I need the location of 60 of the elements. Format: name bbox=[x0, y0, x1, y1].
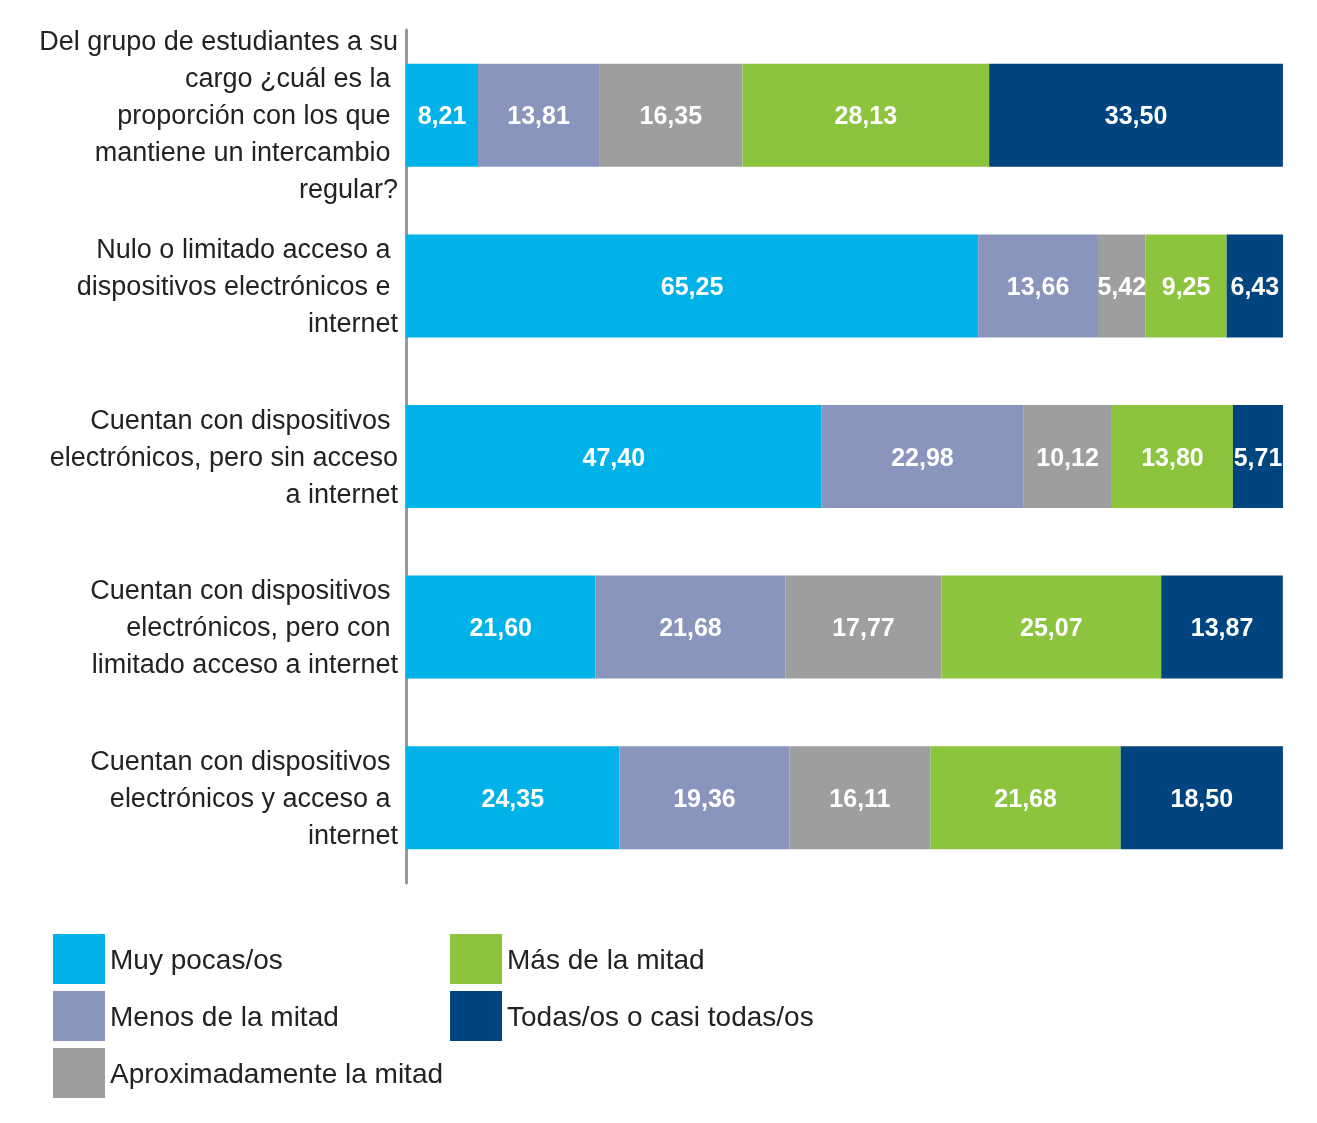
data-label: 25,07 bbox=[1019, 613, 1083, 642]
data-label: 47,40 bbox=[582, 442, 646, 471]
bar bbox=[1226, 234, 1283, 338]
bar bbox=[1120, 746, 1283, 850]
data-label: 5,71 bbox=[1233, 442, 1283, 471]
data-label: 10,12 bbox=[1036, 442, 1099, 471]
y-tick-label: Cuentan con dispositivos electrónicos, pero sin acceso a internet bbox=[49, 404, 399, 509]
bar bbox=[821, 405, 1024, 508]
data-label: 13,66 bbox=[1006, 271, 1070, 300]
bar bbox=[742, 63, 990, 167]
data-label: 24,35 bbox=[481, 783, 545, 812]
bar bbox=[941, 575, 1162, 679]
bar bbox=[930, 746, 1121, 850]
data-label: 16,11 bbox=[829, 783, 891, 812]
data-label: 65,25 bbox=[660, 271, 724, 300]
data-label: 19,36 bbox=[673, 783, 736, 812]
bar bbox=[785, 575, 942, 679]
data-label: 5,42 bbox=[1097, 271, 1147, 300]
bar bbox=[406, 746, 620, 850]
y-tick-label: Del grupo de estudiantes a su cargo ¿cuál es la proporción con los que mantiene un intercambio regular? bbox=[39, 26, 398, 205]
data-label: 22,98 bbox=[891, 442, 954, 471]
data-label: 33,50 bbox=[1104, 101, 1168, 130]
legend-label: Aproximadamente la mitad bbox=[110, 1057, 444, 1089]
bar bbox=[1111, 405, 1233, 508]
data-label: 21,60 bbox=[469, 613, 532, 642]
legend-label: Menos de la mitad bbox=[110, 1000, 339, 1032]
bar bbox=[599, 63, 743, 167]
bar bbox=[619, 746, 790, 850]
bar bbox=[1145, 234, 1227, 338]
bar bbox=[1161, 575, 1283, 679]
y-tick-label: Cuentan con dispositivos electrónicos, pero con limitado acceso a internet bbox=[90, 575, 399, 680]
y-tick-label: Nulo o limitado acceso a dispositivos electrónicos e internet bbox=[76, 233, 399, 338]
data-label: 6,43 bbox=[1230, 271, 1280, 300]
data-label: 18,50 bbox=[1170, 783, 1234, 812]
bar bbox=[1232, 405, 1283, 508]
y-tick-label: Cuentan con dispositivos electrónicos y acceso a internet bbox=[90, 745, 399, 850]
data-label: 21,68 bbox=[994, 783, 1057, 812]
data-label: 28,13 bbox=[834, 101, 898, 130]
bar bbox=[406, 234, 979, 338]
bar bbox=[989, 63, 1283, 167]
legend-label: Muy pocas/os bbox=[110, 943, 283, 975]
bar bbox=[789, 746, 931, 850]
data-label: 21,68 bbox=[659, 613, 722, 642]
bar bbox=[406, 575, 596, 679]
bar bbox=[477, 63, 600, 167]
data-label: 13,81 bbox=[507, 101, 570, 130]
data-label: 13,87 bbox=[1190, 613, 1254, 642]
data-label: 17,77 bbox=[832, 613, 895, 642]
data-label: 16,35 bbox=[639, 101, 703, 130]
legend-label: Todas/os o casi todas/os bbox=[507, 1000, 814, 1032]
bar bbox=[406, 63, 478, 167]
bar bbox=[1023, 405, 1112, 508]
bar bbox=[595, 575, 786, 679]
legend-label: Más de la mitad bbox=[507, 943, 705, 975]
data-label: 13,80 bbox=[1141, 442, 1204, 471]
bar bbox=[978, 234, 1098, 338]
data-label: 9,25 bbox=[1161, 271, 1211, 300]
bar bbox=[406, 405, 822, 508]
bar bbox=[1097, 234, 1146, 338]
data-label: 8,21 bbox=[417, 101, 467, 130]
